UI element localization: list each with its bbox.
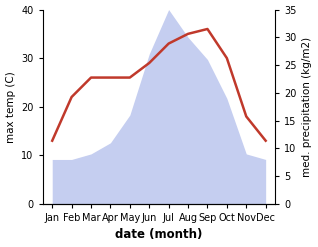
Y-axis label: med. precipitation (kg/m2): med. precipitation (kg/m2)	[302, 37, 313, 177]
X-axis label: date (month): date (month)	[115, 228, 203, 242]
Y-axis label: max temp (C): max temp (C)	[5, 71, 16, 143]
